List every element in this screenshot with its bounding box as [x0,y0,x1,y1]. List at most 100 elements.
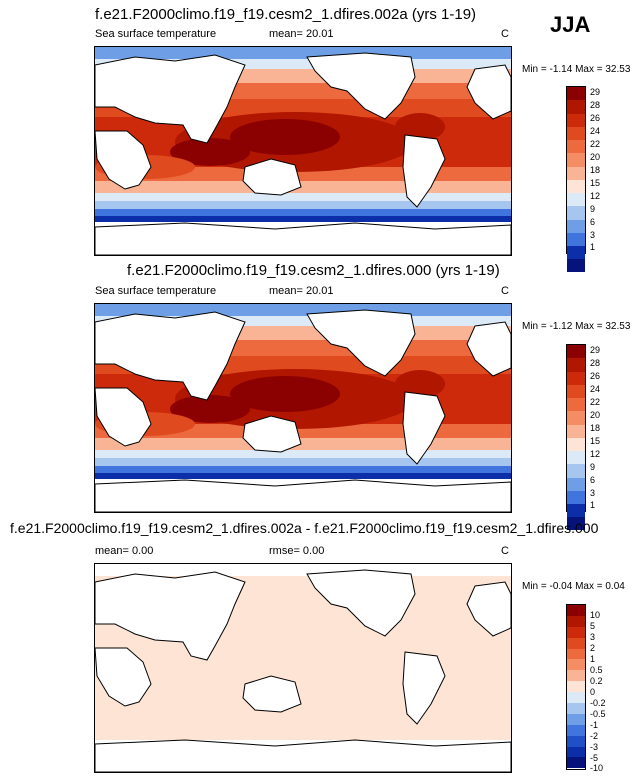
colorbar-swatch [567,451,585,465]
colorbar-swatch [567,232,585,246]
colorbar-label: 3 [590,230,596,240]
colorbar-swatch [567,384,585,398]
colorbar-swatch [567,87,585,101]
colorbar-label: 22 [590,397,601,407]
colorbar-swatch [567,179,585,193]
colorbar-label: 26 [590,371,601,381]
panel-1-map [94,46,512,256]
colorbar-swatch [567,626,585,638]
colorbar-label: 22 [590,139,601,149]
panel-2-mean-label: mean= 20.01 [269,285,334,297]
panel-3-rmse-label: rmse= 0.00 [269,545,325,557]
colorbar-label: 29 [590,345,601,355]
panel-3-mean-label: mean= 0.00 [95,545,154,557]
colorbar-swatch [567,140,585,154]
colorbar-label: -2 [590,731,599,741]
colorbar-label: 18 [590,423,601,433]
colorbar-label: -1 [590,720,599,730]
colorbar-label: 24 [590,384,601,394]
panel-3-colorbar [566,604,586,770]
colorbar-label: 9 [590,462,596,472]
colorbar-swatch [567,345,585,359]
colorbar-swatch [567,166,585,180]
colorbar-label: -0.5 [590,709,606,719]
colorbar-label: 29 [590,87,601,97]
colorbar-swatch [567,100,585,114]
colorbar-label: -3 [590,742,599,752]
colorbar-swatch [567,757,585,769]
panel-2-map [94,303,512,513]
colorbar-swatch [567,358,585,372]
colorbar-swatch [567,692,585,704]
colorbar-swatch [567,477,585,491]
colorbar-swatch [567,424,585,438]
colorbar-swatch [567,648,585,660]
colorbar-label: 0.5 [590,665,603,675]
colorbar-swatch [567,703,585,714]
colorbar-label: 10 [590,610,601,620]
colorbar-label: -10 [590,763,604,773]
panel-2-colorbar [566,344,586,531]
colorbar-label: 20 [590,410,601,420]
colorbar-label: 24 [590,126,601,136]
colorbar-label: -0.2 [590,698,606,708]
colorbar-swatch [567,490,585,504]
panel-3-title: f.e21.F2000climo.f19_f19.cesm2_1.dfires.… [10,520,599,536]
colorbar-label: 0.2 [590,676,603,686]
colorbar-swatch [567,126,585,140]
colorbar-swatch [567,464,585,478]
colorbar-swatch [567,605,585,616]
panel-2-title: f.e21.F2000climo.f19_f19.cesm2_1.dfires.… [127,262,500,279]
colorbar-swatch [567,615,585,627]
colorbar-label: 18 [590,165,601,175]
panel-3-land [95,569,511,772]
colorbar-swatch [567,193,585,207]
colorbar-label: 26 [590,113,601,123]
panel-3-units-label: C [501,545,509,557]
colorbar-swatch [567,504,585,518]
panel-1-title: f.e21.F2000climo.f19_f19.cesm2_1.dfires.… [95,6,477,23]
colorbar-swatch [567,206,585,220]
panel-1-colorbar [566,86,586,273]
colorbar-swatch [567,437,585,451]
colorbar-label: 28 [590,358,601,368]
colorbar-label: 3 [590,488,596,498]
colorbar-swatch [567,153,585,167]
colorbar-label: 28 [590,100,601,110]
panel-1-variable-label: Sea surface temperature [95,28,217,40]
colorbar-swatch [567,735,585,747]
colorbar-swatch [567,659,585,671]
colorbar-label: 6 [590,475,596,485]
panel-1-minmax: Min = -1.14 Max = 32.53 [522,64,631,75]
colorbar-swatch [567,713,585,725]
colorbar-swatch [567,259,585,273]
season-label: JJA [550,12,591,37]
colorbar-swatch [567,411,585,425]
panel-1-units-label: C [501,28,509,40]
panel-3-minmax: Min = -0.04 Max = 0.04 [522,581,625,592]
colorbar-label: 0 [590,687,596,697]
colorbar-swatch [567,113,585,127]
colorbar-label: 1 [590,242,596,252]
colorbar-swatch [567,219,585,233]
colorbar-swatch [567,246,585,260]
colorbar-swatch [567,517,585,531]
colorbar-swatch [567,637,585,649]
colorbar-swatch [567,371,585,385]
colorbar-swatch [567,681,585,693]
panel-2-units-label: C [501,285,509,297]
colorbar-label: 12 [590,449,601,459]
colorbar-label: 15 [590,436,601,446]
panel-2-minmax: Min = -1.12 Max = 32.53 [522,321,631,332]
colorbar-swatch [567,398,585,412]
colorbar-label: 3 [590,632,596,642]
panel-3-map [94,563,512,773]
colorbar-label: 6 [590,217,596,227]
colorbar-label: 12 [590,191,601,201]
panel-2-variable-label: Sea surface temperature [95,285,217,297]
colorbar-label: -5 [590,753,599,763]
colorbar-label: 1 [590,500,596,510]
panel-2-land [95,309,511,512]
colorbar-label: 9 [590,204,596,214]
panel-1-mean-label: mean= 20.01 [269,28,334,40]
